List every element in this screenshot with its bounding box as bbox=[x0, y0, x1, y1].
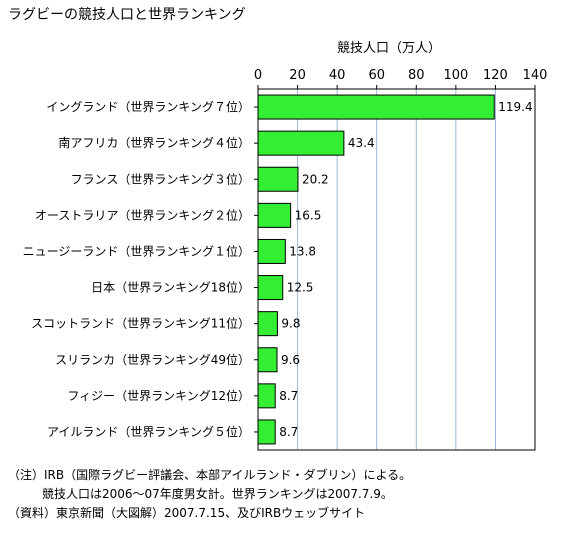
value-label-4: 13.8 bbox=[289, 244, 316, 258]
value-label-0: 119.4 bbox=[498, 100, 532, 114]
category-label-2: フランス（世界ランキング３位） bbox=[71, 171, 250, 186]
x-tick-label-7: 140 bbox=[523, 68, 548, 83]
category-label-8: フィジー（世界ランキング12位） bbox=[67, 388, 250, 403]
value-label-5: 12.5 bbox=[287, 281, 314, 295]
bar-2 bbox=[257, 166, 299, 192]
bars bbox=[257, 94, 495, 445]
value-label-3: 16.5 bbox=[295, 208, 322, 222]
category-label-7: スリランカ（世界ランキング49位） bbox=[55, 352, 250, 367]
bar-1 bbox=[257, 130, 345, 156]
x-tick-label-5: 100 bbox=[443, 68, 468, 83]
bar-9 bbox=[257, 419, 276, 445]
bar-5 bbox=[257, 275, 284, 301]
bar-7 bbox=[257, 347, 278, 373]
footnotes: （注）IRB（国際ラグビー評議会、本部アイルランド・ダブリン）による。 競技人口… bbox=[8, 466, 411, 523]
value-label-6: 9.8 bbox=[281, 317, 300, 331]
x-tick-label-3: 60 bbox=[368, 68, 385, 83]
category-label-0: イングランド（世界ランキング７位） bbox=[46, 99, 250, 114]
x-tick-label-2: 40 bbox=[329, 68, 346, 83]
value-label-2: 20.2 bbox=[302, 172, 329, 186]
value-label-8: 8.7 bbox=[279, 389, 298, 403]
note-line-1: （注）IRB（国際ラグビー評議会、本部アイルランド・ダブリン）による。 bbox=[8, 468, 412, 482]
value-labels: 119.4 43.4 20.2 16.5 13.8 12.5 9.8 9.6 8.7 8.7 bbox=[279, 100, 532, 439]
category-labels: イングランド（世界ランキング７位） 南アフリカ（世界ランキング４位） フランス（世界… bbox=[23, 99, 258, 439]
bar-3 bbox=[257, 202, 292, 228]
gridlines bbox=[297, 89, 496, 450]
x-tick-labels: 0 20 40 60 80 100 120 140 bbox=[254, 68, 548, 89]
x-tick-label-4: 80 bbox=[408, 68, 425, 83]
bar-4 bbox=[257, 238, 286, 264]
category-label-1: 南アフリカ（世界ランキング４位） bbox=[58, 135, 250, 150]
bar-6 bbox=[257, 311, 278, 337]
bar-0 bbox=[257, 94, 495, 120]
x-tick-label-6: 120 bbox=[483, 68, 508, 83]
category-label-5: 日本（世界ランキング18位） bbox=[91, 280, 250, 295]
note-line-2: 競技人口は2006～07年度男女計。世界ランキングは2007.7.9。 bbox=[42, 487, 393, 501]
plot-area-frame bbox=[257, 88, 536, 451]
x-tick-label-0: 0 bbox=[254, 68, 262, 83]
note-line-3: （資料）東京新聞（大図解）2007.7.15、及びIRBウェッブサイト bbox=[8, 506, 366, 520]
value-label-1: 43.4 bbox=[348, 136, 375, 150]
category-label-6: スコットランド（世界ランキング11位） bbox=[31, 316, 250, 331]
bar-8 bbox=[257, 383, 276, 409]
value-label-7: 9.6 bbox=[281, 353, 300, 367]
category-label-9: アイルランド（世界ランキング５位） bbox=[47, 424, 250, 439]
category-label-4: ニュージーランド（世界ランキング１位） bbox=[23, 243, 250, 258]
x-axis-title: 競技人口（万人） bbox=[337, 41, 441, 56]
x-tick-label-1: 20 bbox=[289, 68, 306, 83]
category-label-3: オーストラリア（世界ランキング２位） bbox=[35, 207, 250, 222]
value-label-9: 8.7 bbox=[279, 425, 298, 439]
chart-title: ラグビーの競技人口と世界ランキング bbox=[8, 7, 246, 23]
